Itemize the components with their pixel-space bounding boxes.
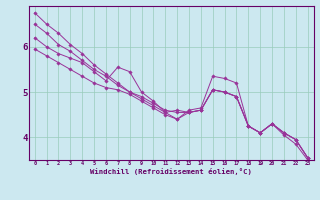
X-axis label: Windchill (Refroidissement éolien,°C): Windchill (Refroidissement éolien,°C) <box>90 168 252 175</box>
